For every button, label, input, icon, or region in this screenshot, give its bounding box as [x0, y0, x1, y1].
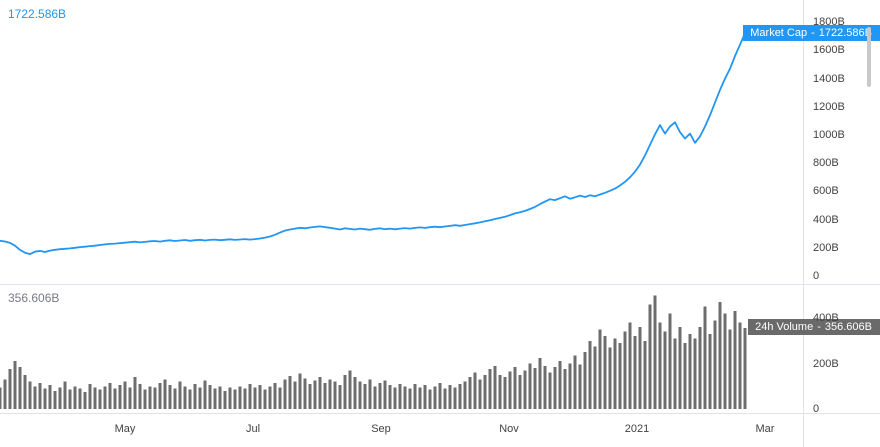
volume-axis-label: 200B: [813, 357, 839, 370]
price-axis-label: 1600B: [813, 44, 845, 57]
market-cap-line-svg: [0, 32, 746, 256]
price-axis-border: [803, 0, 804, 447]
volume-badge-value: 356.606B: [824, 321, 872, 333]
volume-axis-label: 0: [813, 403, 820, 415]
time-axis-separator: [0, 413, 880, 414]
market-cap-price-label[interactable]: Market Cap - 1722.586B: [743, 25, 880, 41]
volume-badge-series: 24h Volume: [755, 321, 814, 333]
market-cap-badge-dash: -: [811, 27, 815, 39]
price-axis-label: 800B: [813, 157, 839, 170]
time-axis-label: Mar: [755, 423, 775, 435]
price-axis-label: 600B: [813, 185, 839, 198]
price-axis-label: 1200B: [813, 100, 845, 113]
volume-current-value: 356.606B: [8, 291, 60, 305]
volume-price-label[interactable]: 24h Volume - 356.606B: [748, 319, 880, 335]
scrollbar[interactable]: [867, 27, 871, 87]
price-axis-label: 1000B: [813, 129, 845, 141]
price-axis-label: 0: [813, 270, 820, 282]
market-cap-current-value: 1722.586B: [8, 7, 67, 21]
time-axis-label: Jul: [245, 423, 261, 435]
time-axis-label: May: [114, 423, 136, 435]
volume-badge-dash: -: [817, 321, 821, 333]
time-axis-label: Sep: [371, 423, 391, 435]
price-axis-label: 200B: [813, 241, 839, 254]
price-axis[interactable]: 1800B 1600B 1400B 1200B 1000B 800B 600B 400B 200…: [804, 0, 880, 415]
time-axis-label: Nov: [499, 423, 519, 435]
chart-canvas[interactable]: [0, 0, 803, 413]
volume-bars-svg: [0, 295, 747, 410]
time-axis[interactable]: May Jul Sep Nov 2021 Mar: [0, 414, 803, 447]
price-axis-label: 1400B: [813, 72, 845, 85]
price-axis-label: 1800B: [813, 16, 845, 29]
market-cap-badge-series: Market Cap: [750, 27, 808, 39]
pane-separator[interactable]: [0, 284, 880, 285]
volume-axis-label: 400B: [813, 312, 839, 324]
time-axis-label: 2021: [624, 423, 650, 435]
price-axis-label: 400B: [813, 213, 839, 226]
market-cap-badge-value: 1722.586B: [818, 27, 872, 39]
